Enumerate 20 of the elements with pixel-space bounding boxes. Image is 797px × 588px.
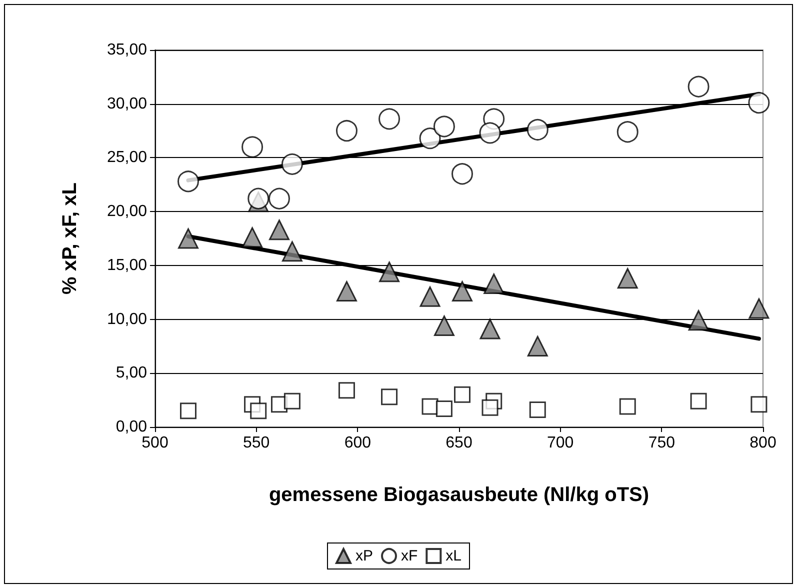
x-tick-label: 750 bbox=[648, 434, 676, 452]
x-tick-label: 500 bbox=[142, 434, 168, 452]
y-tick-label: 20,00 bbox=[106, 203, 148, 220]
x-tick-label: 650 bbox=[446, 434, 472, 452]
y-tick-label: 15,00 bbox=[106, 256, 148, 274]
legend-label: xL bbox=[446, 548, 462, 564]
legend-label: xP bbox=[355, 548, 374, 564]
y-tick-label: 35,00 bbox=[106, 42, 148, 58]
x-tick-label: 800 bbox=[750, 434, 776, 452]
y-tick-label: 10,00 bbox=[106, 310, 148, 328]
x-tick-label: 550 bbox=[242, 434, 270, 452]
y-tick-label: 30,00 bbox=[106, 95, 148, 112]
y-axis-title: % xP, xF, xL bbox=[59, 182, 81, 294]
x-tick-label: 600 bbox=[344, 434, 372, 452]
x-axis-title: gemessene Biogasausbeute (Nl/kg oTS) bbox=[268, 484, 650, 506]
legend-label: xF bbox=[401, 548, 418, 564]
y-tick-label: 25,00 bbox=[106, 149, 148, 166]
y-tick-label: 5,00 bbox=[116, 364, 148, 382]
y-tick-label: 0,00 bbox=[116, 418, 148, 436]
x-tick-label: 700 bbox=[546, 434, 574, 452]
